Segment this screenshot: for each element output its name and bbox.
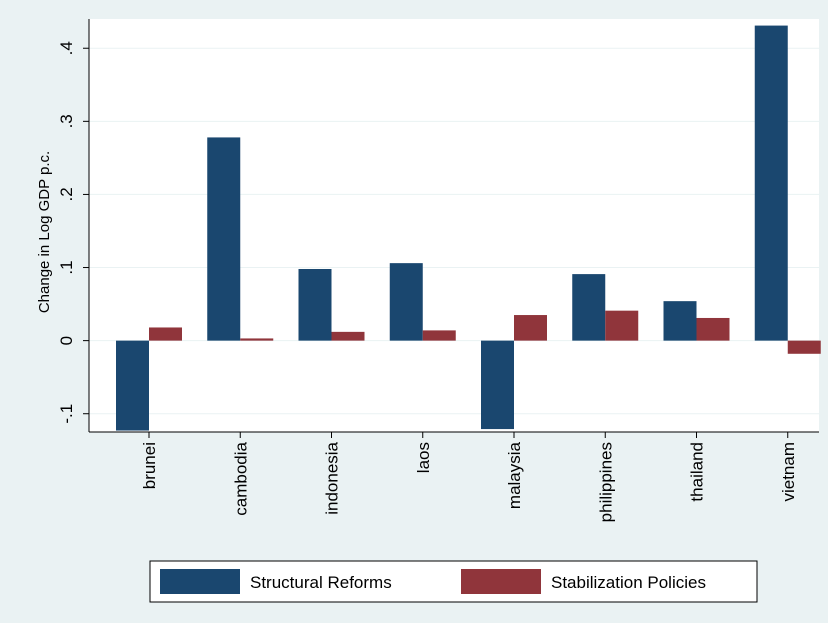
bar-thailand-stabilization-policies <box>696 317 730 341</box>
legend-swatch-structural-reforms <box>160 569 240 594</box>
legend: Structural Reforms Stabilization Policie… <box>149 560 758 603</box>
y-tick-label-p2: .2 <box>57 187 76 201</box>
bar-laos-structural-reforms <box>389 263 423 341</box>
y-tick-label-p4: .4 <box>57 41 76 55</box>
bar-brunei-structural-reforms <box>116 340 149 431</box>
y-axis-ticks: -.1 0 .1 .2 .3 .4 <box>57 41 89 424</box>
x-tick-label-philippines: philippines <box>596 442 615 522</box>
legend-swatch-stabilization-policies <box>461 569 541 594</box>
bar-philippines-structural-reforms <box>572 274 606 341</box>
x-axis-ticks: brunei cambodia indonesia laos malaysia phili… <box>140 432 798 522</box>
legend-label-structural-reforms: Structural Reforms <box>250 573 392 592</box>
legend-label-stabilization-policies: Stabilization Policies <box>551 573 706 592</box>
bar-vietnam-structural-reforms <box>754 25 788 341</box>
bar-brunei-stabilization-policies <box>149 327 182 341</box>
y-tick-label-p1: .1 <box>57 260 76 274</box>
bar-cambodia-stabilization-policies <box>240 338 274 341</box>
bar-thailand-structural-reforms <box>663 301 697 341</box>
y-axis-label: Change in Log GDP p.c. <box>36 151 53 313</box>
bar-malaysia-stabilization-policies <box>514 315 547 341</box>
bar-indonesia-structural-reforms <box>298 268 332 341</box>
x-tick-label-vietnam: vietnam <box>779 442 798 502</box>
bar-malaysia-structural-reforms <box>481 340 514 430</box>
bars <box>116 25 821 431</box>
y-tick-label-p3: .3 <box>57 114 76 128</box>
x-tick-label-cambodia: cambodia <box>231 441 250 515</box>
bar-laos-stabilization-policies <box>422 330 456 341</box>
bar-philippines-stabilization-policies <box>605 310 639 341</box>
bar-cambodia-structural-reforms <box>207 137 241 341</box>
x-tick-label-brunei: brunei <box>140 442 159 489</box>
x-tick-label-thailand: thailand <box>688 442 707 502</box>
x-tick-label-indonesia: indonesia <box>323 441 342 514</box>
legend-box <box>149 560 758 603</box>
y-tick-label-negp1: -.1 <box>57 404 76 424</box>
plot-background <box>89 19 819 432</box>
y-tick-label-0: 0 <box>57 336 76 345</box>
bar-vietnam-stabilization-policies <box>787 340 821 354</box>
x-tick-label-laos: laos <box>414 442 433 473</box>
x-tick-label-malaysia: malaysia <box>505 441 524 509</box>
bar-indonesia-stabilization-policies <box>331 331 365 341</box>
